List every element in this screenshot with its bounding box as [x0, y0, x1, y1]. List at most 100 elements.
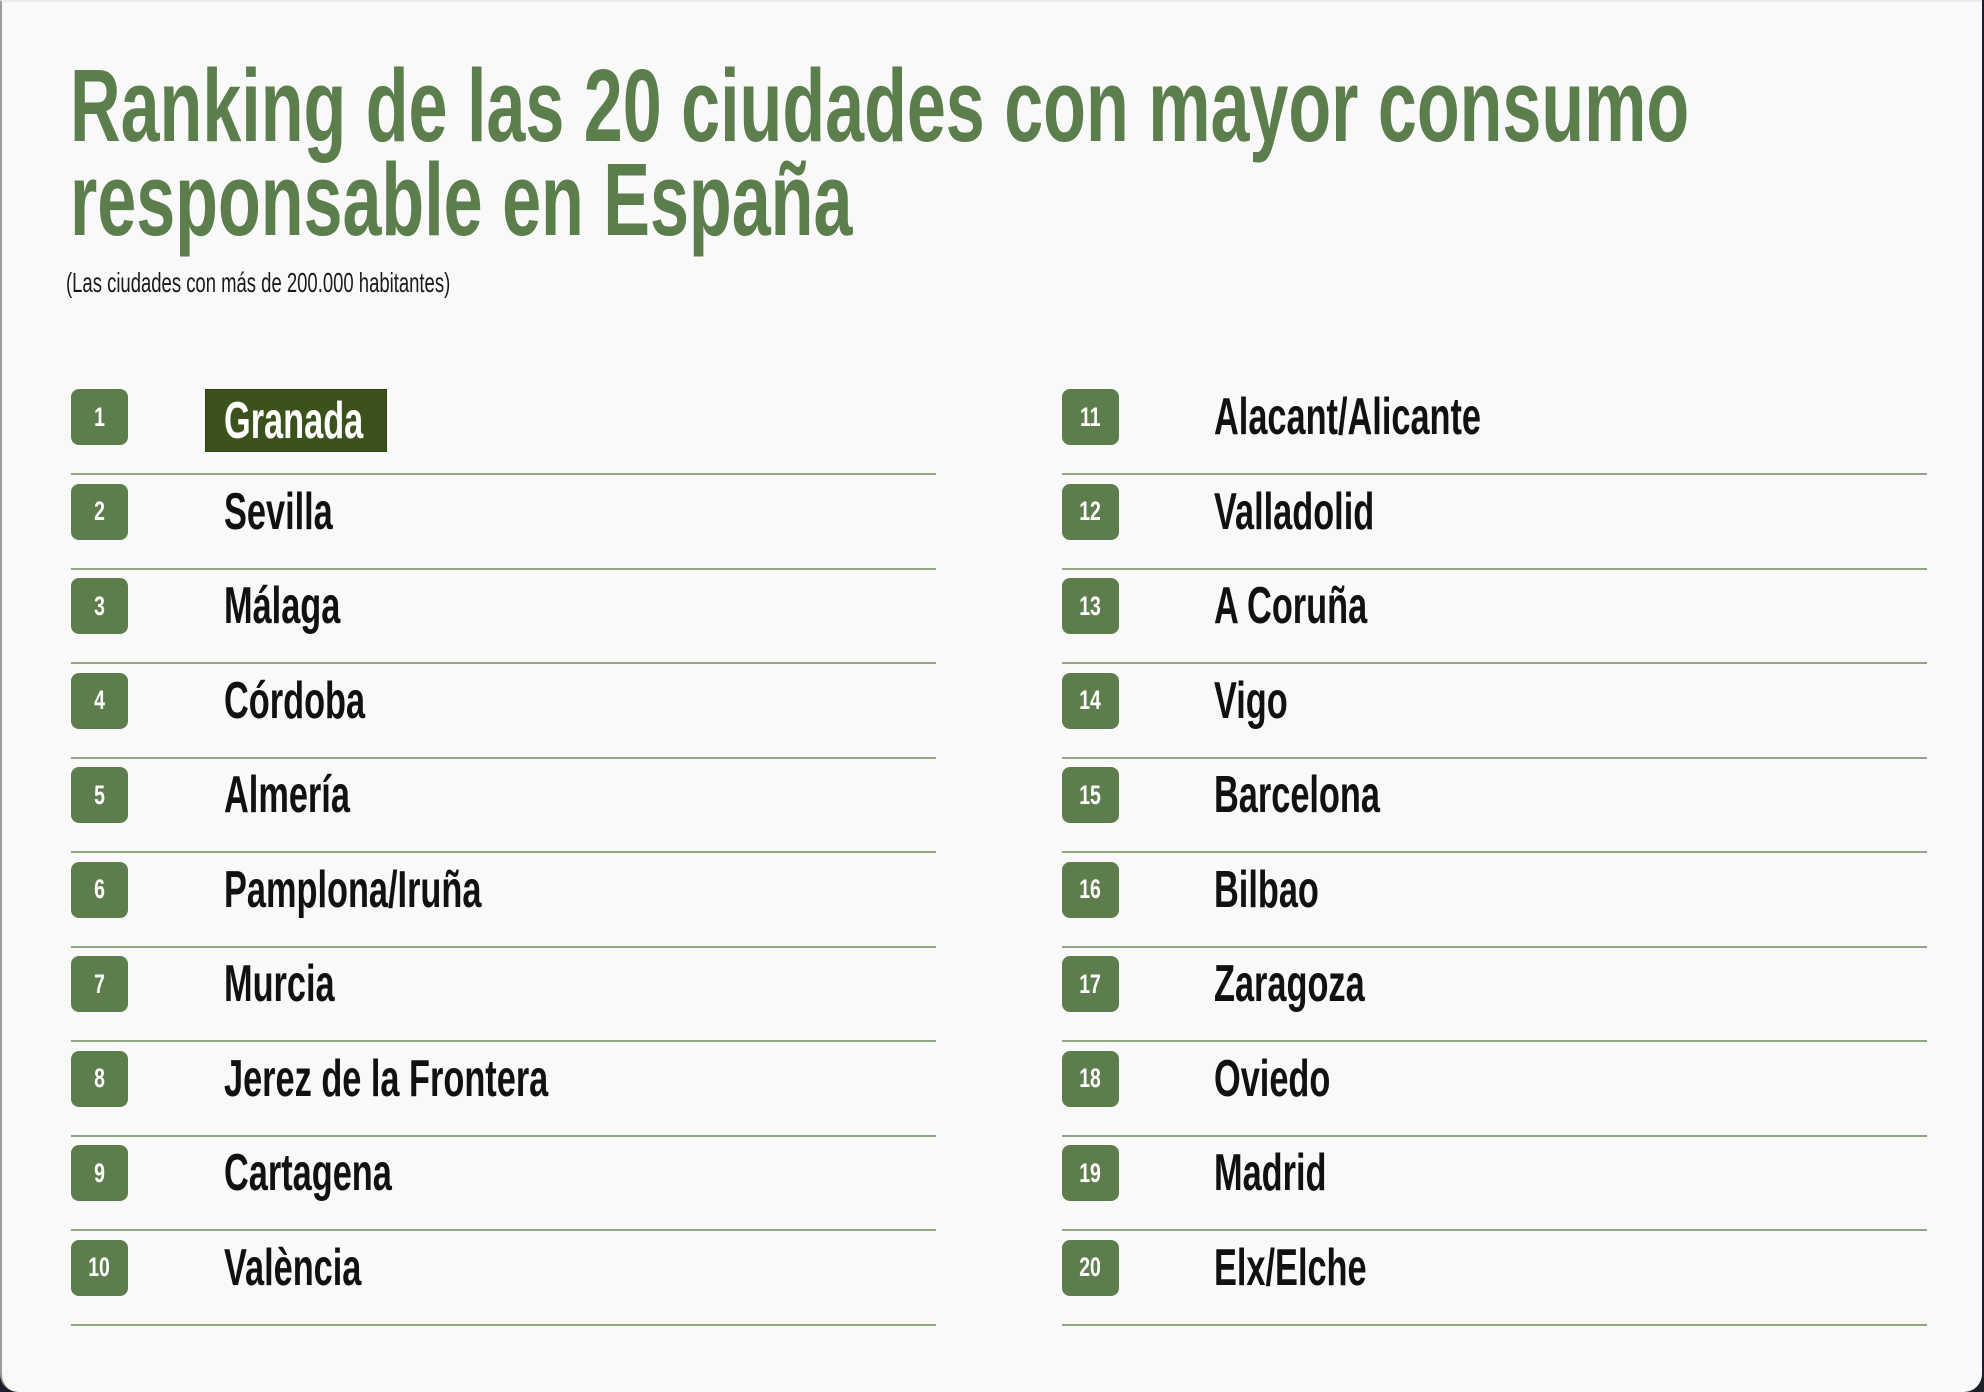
city-label: Bilbao [1214, 860, 1319, 919]
city-name: Almería [224, 765, 415, 825]
city-name: Bilbao [1214, 860, 1373, 920]
city-label: Barcelona [1214, 766, 1380, 824]
ranking-row: 6 Pamplona/Iruña [71, 854, 936, 948]
page-title-line-2: responsable en España [70, 148, 1221, 251]
ranking-row: 19 Madrid [1062, 1137, 1927, 1231]
row-divider [1062, 945, 1927, 948]
row-divider [71, 851, 936, 853]
city-label: Sevilla [224, 482, 333, 541]
rank-number: 11 [1080, 401, 1101, 432]
city-label: Pamplona/Iruña [224, 860, 482, 919]
ranking-row: 18 Oviedo [1062, 1043, 1927, 1137]
city-name: Elx/Elche [1214, 1238, 1445, 1298]
ranking-row: 20 Elx/Elche [1062, 1232, 1927, 1326]
rank-number: 4 [94, 685, 105, 715]
city-label: Málaga [224, 577, 341, 635]
ranking-row: 15 Barcelona [1062, 759, 1927, 853]
city-name: Zaragoza [1214, 954, 1442, 1014]
city-name: Murcia [224, 954, 392, 1014]
rank-badge: 7 [71, 956, 128, 1012]
rank-number: 15 [1079, 779, 1102, 810]
city-name: Jerez de la Frontera [224, 1049, 715, 1109]
rank-number: 7 [94, 968, 105, 999]
row-divider [1062, 1040, 1927, 1042]
ranking-row: 5 Almería [71, 759, 936, 853]
ranking-row: 10 València [71, 1232, 936, 1326]
city-label: Córdoba [224, 671, 366, 730]
city-name: Pamplona/Iruña [224, 860, 614, 920]
rank-badge: 2 [71, 483, 128, 540]
rank-number: 16 [1079, 874, 1102, 904]
city-label: Jerez de la Frontera [224, 1049, 549, 1108]
page-title-text-1: Ranking de las 20 ciudades con mayor con… [70, 48, 1690, 163]
row-divider [71, 567, 936, 570]
row-divider [1062, 473, 1927, 475]
city-label: A Coruña [1214, 577, 1368, 635]
rank-number: 1 [94, 401, 105, 432]
city-label: Madrid [1214, 1144, 1327, 1202]
rank-badge: 9 [71, 1145, 128, 1201]
rank-badge: 6 [71, 861, 128, 918]
ranking-row: 8 Jerez de la Frontera [71, 1043, 936, 1137]
rank-badge: 1 [71, 389, 128, 445]
rank-number: 12 [1079, 496, 1102, 526]
city-name: Cartagena [224, 1143, 478, 1203]
rank-number: 2 [94, 496, 105, 526]
ranking-row: 4 Córdoba [71, 665, 936, 759]
row-divider [71, 662, 936, 664]
city-label: València [224, 1238, 362, 1297]
row-divider [1062, 851, 1927, 853]
city-name: Valladolid [1214, 482, 1457, 542]
ranking-row: 13 A Coruña [1062, 570, 1927, 664]
rank-badge: 15 [1062, 767, 1119, 823]
rank-number: 14 [1079, 685, 1102, 715]
ranking-row: 1 Granada [71, 381, 936, 475]
city-label: Zaragoza [1214, 955, 1365, 1013]
city-label: Valladolid [1214, 482, 1375, 541]
ranking-row: 16 Bilbao [1062, 854, 1927, 948]
rank-badge: 3 [71, 578, 128, 634]
rank-number: 17 [1079, 968, 1102, 999]
ranking-row: 3 Málaga [71, 570, 936, 664]
rank-badge: 10 [71, 1239, 128, 1296]
city-name: Alacant/Alicante [1214, 387, 1619, 447]
rank-badge: 13 [1062, 578, 1119, 634]
rank-badge: 19 [1062, 1145, 1119, 1201]
rank-badge: 4 [71, 672, 128, 729]
city-label: Almería [224, 766, 350, 824]
rank-number: 10 [88, 1252, 111, 1282]
rank-badge: 11 [1062, 389, 1119, 445]
rank-number: 8 [94, 1063, 105, 1093]
rank-badge: 14 [1062, 672, 1119, 729]
row-divider [1062, 756, 1927, 759]
city-label: Vigo [1214, 671, 1288, 730]
rank-number: 3 [94, 590, 105, 621]
row-divider [71, 1134, 936, 1137]
city-name-highlighted: Granada [205, 389, 387, 452]
page-title-line-1: Ranking de las 20 ciudades con mayor con… [70, 54, 1982, 157]
city-name: Sevilla [224, 482, 389, 542]
ranking-row: 11 Alacant/Alicante [1062, 381, 1927, 475]
rank-badge: 20 [1062, 1239, 1119, 1296]
city-name: València [224, 1238, 432, 1298]
rank-number: 6 [94, 874, 105, 904]
page-subtitle: (Las ciudades con más de 200.000 habitan… [66, 266, 648, 300]
ranking-row: 9 Cartagena [71, 1137, 936, 1231]
city-name: Málaga [224, 576, 400, 636]
rank-badge: 17 [1062, 956, 1119, 1012]
row-divider [1062, 1323, 1927, 1326]
row-divider [1062, 567, 1927, 570]
row-divider [71, 945, 936, 948]
rank-number: 18 [1079, 1063, 1102, 1093]
ranking-row: 12 Valladolid [1062, 476, 1927, 570]
rank-badge: 12 [1062, 483, 1119, 540]
row-divider [71, 1229, 936, 1231]
page-title-text-2: responsable en España [70, 142, 853, 257]
city-name: Córdoba [224, 671, 438, 731]
city-label: Cartagena [224, 1144, 392, 1202]
row-divider [1062, 1134, 1927, 1137]
rank-number: 19 [1079, 1157, 1102, 1188]
city-label: Elx/Elche [1214, 1238, 1367, 1297]
city-name: Madrid [1214, 1143, 1384, 1203]
